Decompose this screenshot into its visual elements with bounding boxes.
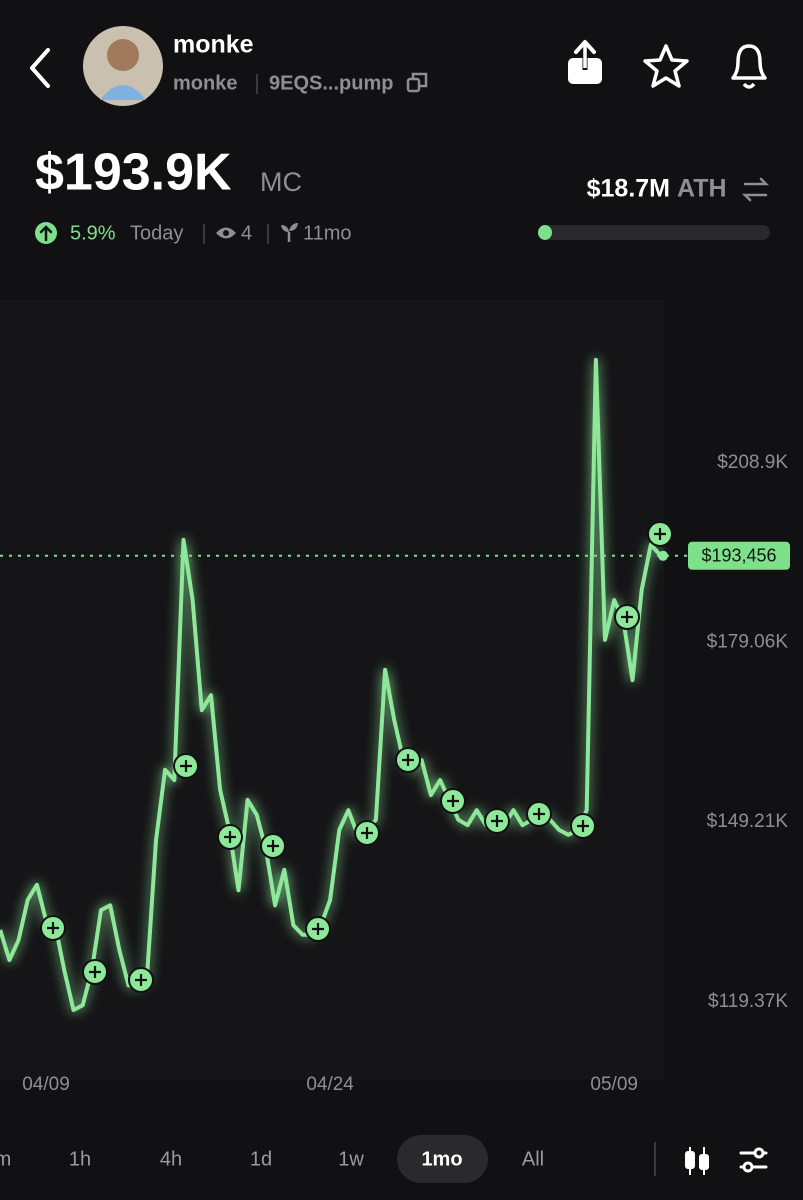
- trade-marker: [484, 808, 510, 834]
- trade-marker-plus: [89, 966, 101, 978]
- change-arrow: [39, 225, 53, 242]
- trade-marker: [354, 820, 380, 846]
- y-tick-label: $208.9K: [717, 452, 788, 473]
- chart-highlight: [0, 300, 664, 1080]
- trade-marker: [128, 967, 154, 993]
- last-point: [658, 550, 668, 561]
- token-ticker: monke: [173, 72, 237, 94]
- trade-marker: [40, 915, 66, 941]
- token-name: monke: [173, 31, 254, 59]
- trade-marker: [260, 833, 286, 859]
- trade-marker: [82, 959, 108, 985]
- settings-button[interactable]: [739, 1147, 768, 1173]
- timeframe-button[interactable]: 1w: [338, 1148, 364, 1170]
- favorite-button[interactable]: [643, 44, 689, 88]
- x-tick-label: 05/09: [590, 1074, 638, 1095]
- trade-marker-plus: [491, 815, 503, 827]
- timeframe-button[interactable]: 4h: [160, 1148, 182, 1170]
- y-tick-label: $149.21K: [707, 811, 789, 832]
- trade-marker-plus: [224, 831, 236, 843]
- timeframe-button[interactable]: All: [522, 1148, 544, 1170]
- copy-icon[interactable]: [406, 72, 428, 93]
- trade-marker: [440, 788, 466, 814]
- avatar-body: [100, 85, 146, 100]
- token-address[interactable]: 9EQS...pump: [269, 72, 393, 94]
- token-age: 11mo: [303, 222, 352, 244]
- ath-progress-fill: [538, 225, 552, 240]
- trade-marker-plus: [180, 760, 192, 772]
- trade-marker: [217, 824, 243, 850]
- change-percent: 5.9%: [70, 222, 116, 244]
- eye-icon: [216, 227, 236, 239]
- trade-marker-plus: [312, 923, 324, 935]
- trade-marker-plus: [135, 974, 147, 986]
- trade-marker-plus: [447, 795, 459, 807]
- ath-value: $18.7M: [587, 175, 670, 203]
- market-cap-unit: MC: [260, 167, 302, 197]
- current-price-tag: [688, 541, 790, 570]
- trade-marker: [395, 747, 421, 773]
- trade-marker-plus: [654, 528, 666, 540]
- ath-label: ATH: [677, 175, 727, 203]
- notification-button[interactable]: [731, 44, 767, 89]
- x-tick-label: 04/09: [22, 1074, 70, 1095]
- avatar-face: [107, 39, 139, 71]
- trade-marker-plus: [267, 840, 279, 852]
- trade-marker-plus: [402, 754, 414, 766]
- view-count: 4: [241, 222, 252, 244]
- current-price-label: $193,456: [701, 546, 776, 566]
- trade-marker: [647, 521, 673, 547]
- timeframe-button[interactable]: m: [0, 1148, 11, 1170]
- trade-marker-plus: [577, 820, 589, 832]
- timeframe-button[interactable]: 1mo: [421, 1148, 462, 1170]
- candle-chart-button[interactable]: [685, 1147, 709, 1175]
- trade-marker-plus: [533, 808, 545, 820]
- selected-timeframe: [397, 1135, 488, 1183]
- trade-marker-plus: [621, 611, 633, 623]
- change-period: Today: [130, 222, 183, 244]
- timeframe-button[interactable]: 1d: [250, 1148, 272, 1170]
- back-button[interactable]: [30, 48, 50, 88]
- trade-marker: [570, 813, 596, 839]
- market-cap: $193.9K: [35, 144, 232, 202]
- swap-icon[interactable]: [741, 177, 770, 202]
- y-tick-label: $179.06K: [707, 631, 789, 652]
- trade-marker: [305, 916, 331, 942]
- trade-marker: [526, 801, 552, 827]
- sprout-icon: [281, 223, 298, 242]
- share-button[interactable]: [568, 40, 602, 84]
- trade-marker-plus: [47, 922, 59, 934]
- timeframe-button[interactable]: 1h: [69, 1148, 91, 1170]
- trade-marker: [173, 753, 199, 779]
- y-tick-label: $119.37K: [708, 991, 788, 1012]
- x-tick-label: 04/24: [306, 1074, 354, 1095]
- trade-marker-plus: [361, 827, 373, 839]
- ath-progress-track: [538, 225, 770, 240]
- trade-marker: [614, 604, 640, 630]
